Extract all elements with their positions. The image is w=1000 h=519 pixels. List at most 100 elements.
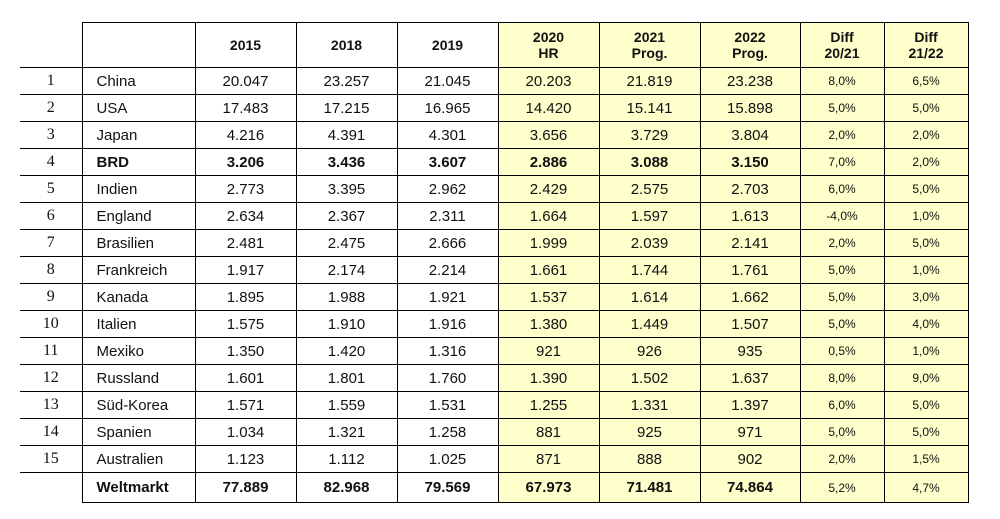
table-cell: 925 <box>598 418 701 446</box>
table-cell: 1.662 <box>699 283 801 311</box>
rank-cell: 1 <box>20 67 83 95</box>
table-cell: 5,0% <box>883 418 969 446</box>
table-cell: 3.150 <box>699 148 801 176</box>
rank-cell: 15 <box>20 445 83 473</box>
table-row: 4 BRD 3.206 3.436 3.607 2.886 3.088 3.150 7,0% 2,… <box>20 148 969 176</box>
table-cell: 5,0% <box>799 256 885 284</box>
table-cell: 1.801 <box>295 364 398 392</box>
table-cell: 1.449 <box>598 310 701 338</box>
table-row: 3 Japan 4.216 4.391 4.301 3.656 3.729 3.804 2,0%… <box>20 121 969 149</box>
table-cell: 1.614 <box>598 283 701 311</box>
footer-cell: 79.569 <box>396 472 499 503</box>
table-cell: 2.039 <box>598 229 701 257</box>
table-header: 2015 2018 2019 2020 HR 2021 Prog. 2022 Prog. D… <box>20 22 969 68</box>
table-row: 5 Indien 2.773 3.395 2.962 2.429 2.575 2.703 6,0… <box>20 175 969 203</box>
table-row: 10 Italien 1.575 1.910 1.916 1.380 1.449 1.507 5… <box>20 310 969 338</box>
table-cell: 0,5% <box>799 337 885 365</box>
table-cell: 3.088 <box>598 148 701 176</box>
table-row: 14 Spanien 1.034 1.321 1.258 881 925 971 5,0% 5,0… <box>20 418 969 446</box>
header-cell: 2020 HR <box>497 22 600 68</box>
table-body: 1 China 20.047 23.257 21.045 20.203 21.819 23.2… <box>20 67 969 473</box>
footer-cell: 77.889 <box>194 472 297 503</box>
table-cell: 3.729 <box>598 121 701 149</box>
table-cell: 1.637 <box>699 364 801 392</box>
table-cell: 1.917 <box>194 256 297 284</box>
table-cell: 2.962 <box>396 175 499 203</box>
table-cell: 2.311 <box>396 202 499 230</box>
table-cell: 5,0% <box>883 229 969 257</box>
table-row: 8 Frankreich 1.917 2.174 2.214 1.661 1.744 1.76… <box>20 256 969 284</box>
table-cell: 2.575 <box>598 175 701 203</box>
header-cell: Diff 20/21 <box>799 22 885 68</box>
table-row: 9 Kanada 1.895 1.988 1.921 1.537 1.614 1.662 5,0… <box>20 283 969 311</box>
table-cell: 5,0% <box>799 94 885 122</box>
table-cell: 4.216 <box>194 121 297 149</box>
table-cell: 1,5% <box>883 445 969 473</box>
table-cell: Süd-Korea <box>81 391 196 419</box>
table-cell: 2.634 <box>194 202 297 230</box>
table-cell: 3.804 <box>699 121 801 149</box>
table-cell: 2.481 <box>194 229 297 257</box>
table-cell: 971 <box>699 418 801 446</box>
table-cell: 21.045 <box>396 67 499 95</box>
table-cell: 5,0% <box>883 94 969 122</box>
rank-cell: 3 <box>20 121 83 149</box>
table-cell: 3,0% <box>883 283 969 311</box>
table-cell: 1.321 <box>295 418 398 446</box>
table-cell: 1.025 <box>396 445 499 473</box>
table-cell: England <box>81 202 196 230</box>
table-cell: 1.613 <box>699 202 801 230</box>
table-footer: Weltmarkt 77.889 82.968 79.569 67.973 71.481 7… <box>20 472 969 503</box>
table-cell: 23.238 <box>699 67 801 95</box>
footer-cell: 74.864 <box>699 472 801 503</box>
table-cell: -4,0% <box>799 202 885 230</box>
table-cell: 881 <box>497 418 600 446</box>
table-cell: BRD <box>81 148 196 176</box>
table-cell: 1.380 <box>497 310 600 338</box>
table-cell: 1.761 <box>699 256 801 284</box>
table-cell: Brasilien <box>81 229 196 257</box>
table-cell: 2,0% <box>883 121 969 149</box>
table-cell: 7,0% <box>799 148 885 176</box>
table-row: 1 China 20.047 23.257 21.045 20.203 21.819 23.2… <box>20 67 969 95</box>
rank-cell: 13 <box>20 391 83 419</box>
header-cell: 2022 Prog. <box>699 22 801 68</box>
table-cell: 1.316 <box>396 337 499 365</box>
table-cell: 1.916 <box>396 310 499 338</box>
table-cell: 23.257 <box>295 67 398 95</box>
table-cell: 1.034 <box>194 418 297 446</box>
table-cell: 15.141 <box>598 94 701 122</box>
rank-cell: 4 <box>20 148 83 176</box>
table-cell: 3.607 <box>396 148 499 176</box>
table-cell: Australien <box>81 445 196 473</box>
table-cell: 1.760 <box>396 364 499 392</box>
rank-cell: 12 <box>20 364 83 392</box>
rank-cell: 7 <box>20 229 83 257</box>
table-cell: 1.390 <box>497 364 600 392</box>
table-cell: Mexiko <box>81 337 196 365</box>
table-cell: 3.206 <box>194 148 297 176</box>
table-cell: 1.537 <box>497 283 600 311</box>
table-row: 11 Mexiko 1.350 1.420 1.316 921 926 935 0,5% 1,0% <box>20 337 969 365</box>
table-cell: 5,0% <box>799 283 885 311</box>
table-cell: 1,0% <box>883 337 969 365</box>
table-cell: 871 <box>497 445 600 473</box>
table-cell: 5,0% <box>883 391 969 419</box>
table-cell: 1.910 <box>295 310 398 338</box>
header-cell: 2019 <box>396 22 499 68</box>
table-cell: 2.703 <box>699 175 801 203</box>
table-row: 15 Australien 1.123 1.112 1.025 871 888 902 2,0%… <box>20 445 969 473</box>
table-cell: 935 <box>699 337 801 365</box>
table-cell: 1.575 <box>194 310 297 338</box>
table-row: 6 England 2.634 2.367 2.311 1.664 1.597 1.613 -4… <box>20 202 969 230</box>
table-cell: 1.502 <box>598 364 701 392</box>
footer-cell: 82.968 <box>295 472 398 503</box>
header-cell: 2015 <box>194 22 297 68</box>
table-cell: 1.531 <box>396 391 499 419</box>
table-cell: 921 <box>497 337 600 365</box>
table-cell: Kanada <box>81 283 196 311</box>
rank-cell: 14 <box>20 418 83 446</box>
table-cell: 2.666 <box>396 229 499 257</box>
header-cell <box>81 22 196 68</box>
